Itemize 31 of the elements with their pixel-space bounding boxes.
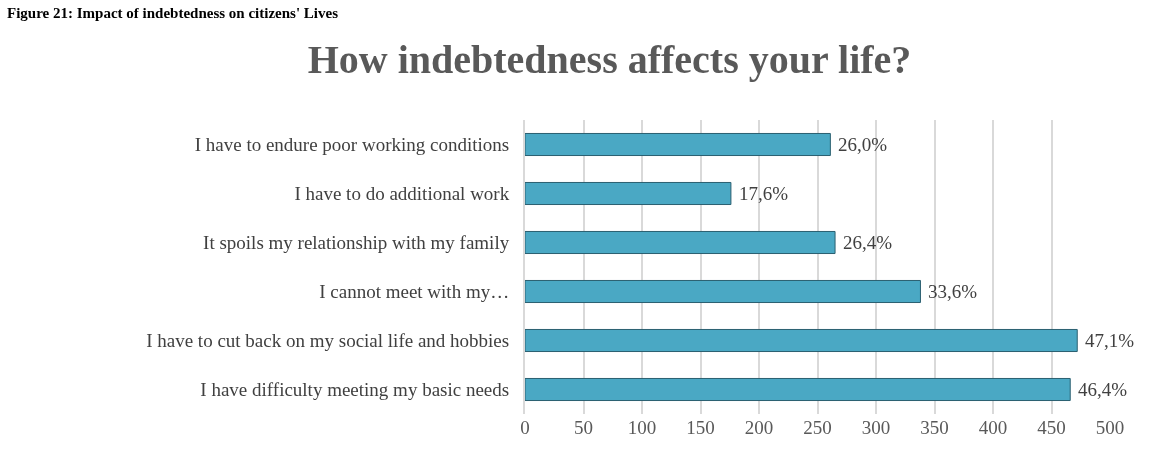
annotation: 47,1% xyxy=(1085,330,1135,351)
annotation: 33,6% xyxy=(928,281,978,302)
x-tick-label: 100 xyxy=(627,417,657,438)
x-tick-label: 150 xyxy=(686,417,715,438)
annotation: 26,4% xyxy=(843,232,893,253)
annotation: 17,6% xyxy=(739,183,789,204)
bar xyxy=(525,230,836,255)
y-tick-label: I have to do additional work xyxy=(294,183,510,205)
y-tick-label: I cannot meet with my… xyxy=(319,281,510,303)
x-tick-label: 450 xyxy=(1037,417,1066,438)
bar xyxy=(525,328,1078,353)
x-tick-label: 200 xyxy=(744,417,774,438)
annotation: 46,4% xyxy=(1078,379,1128,400)
x-tick-label: 400 xyxy=(978,417,1008,438)
caption: Figure 21: Impact of indebtedness on citizens' Lives xyxy=(7,5,339,21)
chart-title: How indebtedness affects your life? xyxy=(307,37,912,82)
y-tick-label: I have to endure poor working conditions xyxy=(194,134,510,156)
bar xyxy=(525,377,1071,402)
x-tick-label: 50 xyxy=(574,417,593,438)
bar xyxy=(525,132,831,157)
y-tick-label: I have to cut back on my social life and hobbies xyxy=(146,330,510,352)
x-tick-label: 300 xyxy=(861,417,891,438)
bar xyxy=(525,181,732,206)
bar xyxy=(525,279,921,304)
y-tick-label: It spoils my relationship with my family xyxy=(203,232,510,254)
x-tick-label: 350 xyxy=(920,417,949,438)
x-tick-label: 250 xyxy=(803,417,832,438)
x-tick-label: 0 xyxy=(520,417,530,438)
annotation: 26,0% xyxy=(838,134,888,155)
y-tick-label: I have difficulty meeting my basic needs xyxy=(200,379,510,401)
x-tick-label: 500 xyxy=(1095,417,1125,438)
